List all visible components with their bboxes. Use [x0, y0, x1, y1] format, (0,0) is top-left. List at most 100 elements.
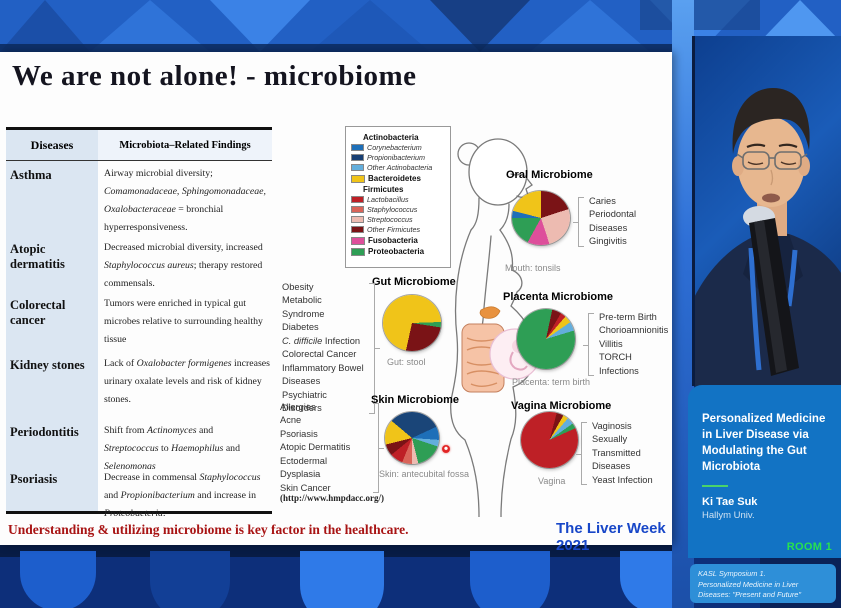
- vagina-disease-group: Vaginosis Sexually Transmitted Diseases Ye…: [576, 420, 672, 487]
- oral-disease-list: Caries Periodontal Diseases Gingivitis: [589, 195, 672, 249]
- bracket: [373, 403, 384, 494]
- legend-color-chip: [351, 226, 364, 233]
- list-item: Chorioamnionitis: [599, 325, 669, 336]
- speaker-illustration: [695, 88, 841, 386]
- source-url: (http://www.hmpdacc.org/): [280, 493, 384, 503]
- body-site-marker-dot: [442, 445, 450, 453]
- list-item: Diabetes: [282, 322, 319, 333]
- list-item: Acne: [280, 415, 302, 426]
- speaker-affiliation: Hallym Univ.: [702, 510, 755, 522]
- legend-color-chip: [351, 247, 365, 256]
- legend-item: Other Firmicutes: [351, 225, 445, 234]
- disease-table: Diseases Microbiota–Related Findings Ast…: [6, 127, 272, 520]
- human-figure-illustration: [450, 138, 541, 517]
- list-item: Skin Cancer: [280, 482, 331, 493]
- legend-item: Corynebacterium: [351, 143, 445, 152]
- legend-color-chip: [351, 144, 364, 151]
- gut-disease-list: Obesity Metabolic Syndrome Diabetes C. diff…: [282, 281, 364, 416]
- table-row: Colorectal cancer Tumors were enriched in…: [6, 291, 272, 351]
- table-row: Atopic dermatitis Decreased microbial div…: [6, 235, 272, 291]
- list-item: Sexually Transmitted Diseases: [592, 434, 641, 472]
- skin-disease-list: Allergies Acne Psoriasis Atopic Dermatitis E…: [280, 401, 368, 495]
- list-item: C. difficile Infection: [282, 335, 361, 346]
- list-item: Vaginosis: [592, 421, 632, 431]
- legend-color-chip: [351, 196, 364, 203]
- symposium-panel: KASL Symposium 1. Personalized Medicine i…: [690, 564, 836, 603]
- placenta-caption: Placenta: term birth: [512, 377, 591, 387]
- bracket: [369, 283, 380, 414]
- table-header-row: Diseases Microbiota–Related Findings: [6, 130, 272, 161]
- oral-disease-group: Caries Periodontal Diseases Gingivitis: [573, 195, 672, 249]
- speaker-video: [692, 36, 841, 386]
- legend-item: Streptococcus: [351, 215, 445, 224]
- placenta-pie-chart: [517, 309, 575, 369]
- speaker-name: Ki Tae Suk: [702, 496, 758, 509]
- bracket: [576, 422, 587, 486]
- legend-color-chip: [351, 216, 364, 223]
- disease-name: Colorectal cancer: [6, 291, 98, 351]
- table-row: Psoriasis Decrease in commensal Staphyloc…: [6, 465, 272, 520]
- bacteria-legend: Actinobacteria Corynebacterium Propionibac…: [345, 126, 451, 268]
- disease-name: Asthma: [6, 161, 98, 235]
- placenta-disease-group: Pre-term Birth Chorioamnionitis Villitis TO…: [583, 311, 672, 378]
- vagina-caption: Vagina: [538, 476, 566, 486]
- list-item: Periodontal Diseases: [589, 209, 637, 233]
- skin-pie-chart: [385, 412, 439, 464]
- slide-footer-note: Understanding & utilizing microbiome is …: [8, 522, 409, 537]
- legend-group-header: Firmicutes: [363, 185, 404, 194]
- legend-color-chip: [351, 236, 365, 245]
- bracket: [583, 313, 594, 377]
- list-item: Ectodermal Dysplasia: [280, 455, 328, 480]
- disease-name: Kidney stones: [6, 351, 98, 418]
- list-item: Caries: [589, 196, 616, 206]
- list-item: Psychiatric Disorders: [282, 389, 327, 414]
- legend-group-header: Proteobacteria: [351, 247, 445, 256]
- legend-item: Lactobacillus: [351, 195, 445, 204]
- gut-disease-group: Obesity Metabolic Syndrome Diabetes C. diff…: [282, 281, 380, 416]
- list-item: Personalized Medicine in Liver: [698, 579, 799, 589]
- legend-color-chip: [351, 206, 364, 213]
- finding-text: Airway microbial diversity; Comamonadace…: [104, 168, 266, 234]
- gut-microbiome-title: Gut Microbiome: [372, 276, 456, 288]
- vagina-disease-list: Vaginosis Sexually Transmitted Diseases Ye…: [592, 420, 672, 487]
- slide-title: We are not alone! - microbiome: [12, 60, 417, 92]
- disease-name: Periodontitis: [6, 418, 98, 465]
- skin-microbiome-title: Skin Microbiome: [371, 394, 460, 406]
- disease-name: Psoriasis: [6, 465, 98, 511]
- legend-color-chip: [351, 154, 364, 161]
- table-body: Asthma Airway microbial diversity; Comamo…: [6, 161, 272, 520]
- presentation-slide: We are not alone! - microbiome Diseases …: [0, 52, 672, 554]
- skin-caption: Skin: antecubital fossa: [379, 469, 470, 479]
- list-item: Inflammatory Bowel Diseases: [282, 362, 364, 387]
- list-item: Psoriasis: [280, 428, 318, 439]
- room-badge: ROOM 1: [786, 541, 832, 553]
- list-item: Gingivitis: [589, 236, 627, 247]
- gut-pie-chart: [383, 295, 441, 351]
- finding-text: Decrease in commensal Staphylococcus and…: [104, 472, 261, 520]
- legend-item: Propionibacterium: [351, 153, 445, 162]
- list-item: Atopic Dermatitis: [280, 442, 351, 453]
- legend-group-header: Bacteroidetes: [351, 174, 445, 183]
- list-item: KASL Symposium 1.: [698, 569, 766, 578]
- vagina-microbiome-title: Vagina Microbiome: [511, 400, 612, 412]
- legend-color-chip: [351, 164, 364, 171]
- table-header-findings: Microbiota–Related Findings: [98, 130, 272, 160]
- table-row: Kidney stones Lack of Oxalobacter formige…: [6, 351, 272, 418]
- oral-caption: Mouth: tonsils: [505, 263, 561, 273]
- list-item: Obesity: [282, 282, 314, 292]
- finding-text: Tumors were enriched in typical gut micr…: [104, 298, 263, 346]
- legend-color-chip: [351, 174, 365, 183]
- placenta-microbiome-title: Placenta Microbiome: [503, 291, 614, 303]
- bracket: [573, 197, 584, 247]
- oral-microbiome-title: Oral Microbiome: [506, 169, 593, 181]
- finding-text: Lack of Oxalobacter formigenes increases…: [104, 358, 270, 406]
- list-item: Colorectal Cancer: [282, 349, 357, 360]
- vagina-pie-chart: [521, 412, 578, 468]
- list-item: TORCH Infections: [599, 352, 639, 376]
- gut-caption: Gut: stool: [387, 357, 426, 367]
- session-title: Personalized Medicine in Liver Disease v…: [702, 413, 826, 474]
- table-row: Periodontitis Shift from Actinomyces and …: [6, 418, 272, 473]
- legend-item: Other Actinobacteria: [351, 163, 445, 172]
- finding-text: Shift from Actinomyces and Streptococcus…: [104, 425, 240, 473]
